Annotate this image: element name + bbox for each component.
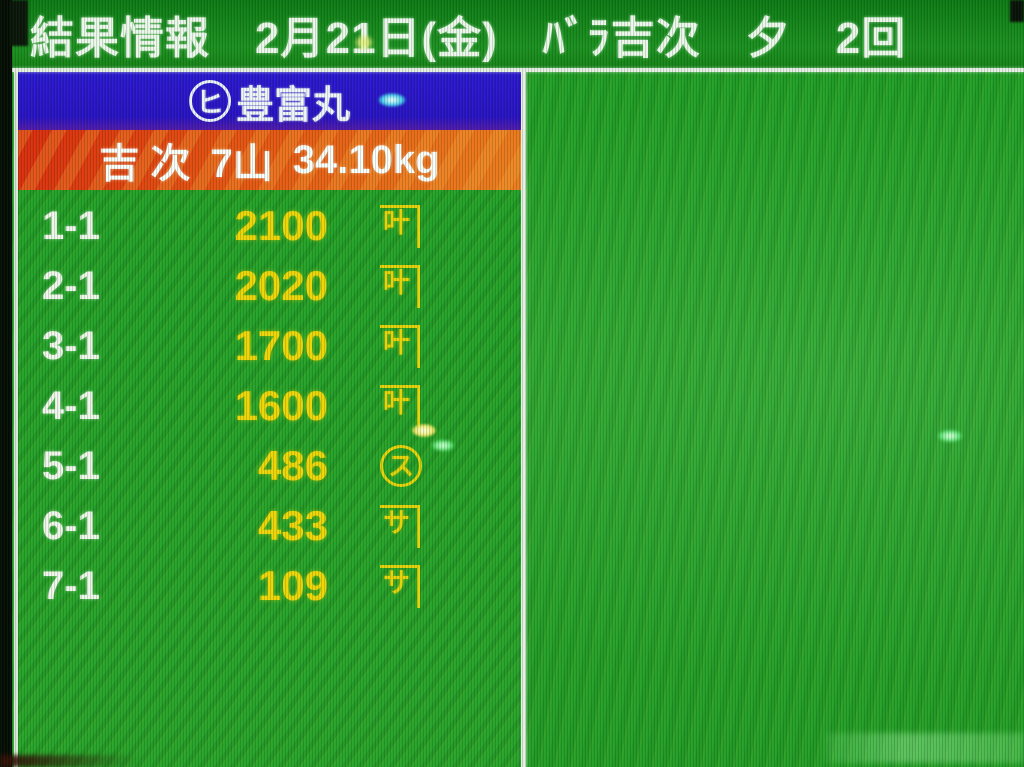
watermark-blur [826,733,1024,763]
result-rows: 1-1 2100 叶 2-1 2020 叶 3-1 1700 叶 4-1 160… [18,190,521,616]
results-panel: ヒ 豊富丸 吉 次 7山 34.10kg 1-1 2100 叶 2-1 2020… [14,72,526,767]
result-row: 2-1 2020 叶 [18,256,521,316]
price-value: 486 [257,442,328,489]
lot-number: 6-1 [42,503,100,548]
total-weight: 34.10kg [292,137,440,182]
lot-number: 3-1 [42,323,100,368]
circled-hi-mark: ヒ [188,80,231,122]
title-bar: 結果情報 2月21日(金) ﾊﾞﾗ吉次 夕 2回 [12,0,1024,68]
catch-summary-bar: 吉 次 7山 34.10kg [18,130,521,190]
buyer-mark: ス [380,445,422,487]
photo-corner-shadow [0,755,140,767]
price-value: 2100 [234,202,328,249]
boat-name: 豊富丸 [235,84,350,127]
photo-corner-shadow [1010,0,1024,22]
price-value: 433 [257,502,328,549]
lot-count: 7山 [210,142,273,186]
result-row: 4-1 1600 叶 [18,376,521,436]
buyer-mark: 叶 [380,204,420,248]
buyer-mark: 叶 [380,264,420,308]
price-value: 109 [257,562,328,609]
lot-number: 7-1 [42,563,100,608]
result-row: 7-1 109 サ [18,556,521,616]
lot-number: 1-1 [42,203,100,248]
screen-artifact-dot [928,408,956,423]
species-label: 吉 次 [99,142,191,186]
buyer-mark: サ [380,564,420,608]
buyer-mark: 叶 [380,384,420,428]
boat-header-bar: ヒ 豊富丸 [18,72,521,130]
buyer-mark: サ [380,504,420,548]
photo-corner-shadow [10,0,28,46]
buyer-mark: 叶 [380,324,420,368]
result-row: 6-1 433 サ [18,496,521,556]
result-row: 5-1 486 ス [18,436,521,496]
price-value: 1700 [234,322,328,369]
panel-top-border-line [12,68,1024,72]
price-value: 1600 [234,382,328,429]
result-row: 3-1 1700 叶 [18,316,521,376]
price-value: 2020 [234,262,328,309]
result-row: 1-1 2100 叶 [18,196,521,256]
lot-number: 5-1 [42,443,100,488]
lot-number: 4-1 [42,383,100,428]
bezel-edge [0,0,12,767]
lot-number: 2-1 [42,263,100,308]
screen-artifact-dot [938,430,962,442]
page-title: 結果情報 2月21日(金) ﾊﾞﾗ吉次 夕 2回 [30,14,907,63]
